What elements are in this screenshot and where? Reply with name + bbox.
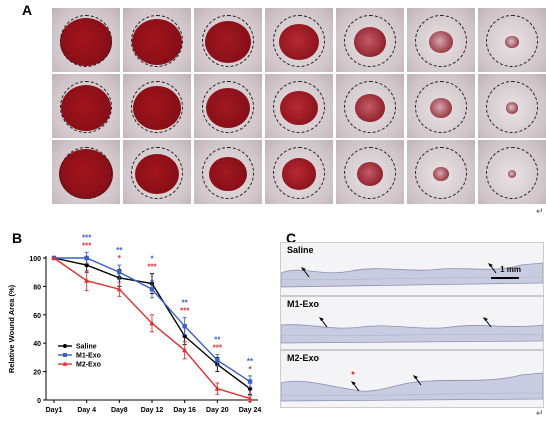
y-tick-label: 20 — [33, 370, 41, 377]
wound-photo — [336, 8, 404, 72]
wound-photo — [123, 8, 191, 72]
panel-b-letter: B — [12, 230, 23, 246]
significance-m2: *** — [82, 241, 92, 250]
x-tick-label: Day 12 — [141, 407, 164, 414]
histology-section-saline: Saline 1 mm — [280, 242, 544, 296]
legend-marker — [63, 353, 67, 357]
legend-label: M2-Exo — [76, 362, 101, 369]
wound-photo — [194, 74, 262, 138]
significance-m1: * — [150, 255, 154, 264]
y-tick-label: 80 — [33, 284, 41, 291]
x-tick-label: Day1 — [46, 407, 63, 414]
histology-label-m2-exo: M2-Exo — [287, 353, 320, 363]
row-label: Saline — [37, 31, 47, 59]
wound-photo — [478, 8, 546, 72]
x-tick-label: Day 24 — [239, 407, 262, 414]
significance-m2: * — [118, 254, 122, 263]
wound-photo — [194, 8, 262, 72]
histology-section-m1-exo: M1-Exo — [280, 296, 544, 350]
data-point — [215, 358, 220, 363]
data-point — [182, 347, 188, 353]
data-point — [116, 286, 122, 292]
significance-m2: * — [248, 365, 252, 374]
wound-photo — [336, 74, 404, 138]
x-tick-label: Day 4 — [77, 407, 96, 414]
y-tick-label: 0 — [37, 398, 41, 405]
wound-photo — [407, 8, 475, 72]
wound-photo — [52, 74, 120, 138]
data-point — [247, 379, 253, 384]
significance-m2: *** — [147, 263, 157, 272]
significance-m1: ** — [214, 336, 221, 345]
panel-c-letter: C — [286, 230, 297, 246]
legend-label: M1-Exo — [76, 353, 101, 360]
tissue-m1-exo-graphic — [281, 317, 543, 344]
data-point — [117, 270, 122, 275]
significance-m1: ** — [247, 357, 254, 366]
legend-marker — [62, 361, 68, 366]
significance-m2: *** — [180, 307, 190, 316]
x-tick-label: Day 16 — [173, 407, 196, 414]
scale-bar-label: 1 mm — [500, 265, 521, 274]
wound-photo — [265, 140, 333, 204]
y-tick-label: 40 — [33, 341, 41, 348]
row-label: M1-Exo — [37, 95, 47, 128]
wound-photo — [265, 74, 333, 138]
return-mark-c: ↵ — [536, 408, 544, 418]
data-point — [182, 323, 187, 329]
significance-m1: ** — [182, 299, 189, 308]
histology-section-m2-exo: M2-Exo — [280, 350, 544, 408]
wound-photo — [265, 8, 333, 72]
wound-photo — [478, 140, 546, 204]
panel-b: B 0 20 40 60 80 100 Relative Wound Area (%) Day… — [0, 228, 270, 420]
legend-marker — [63, 344, 67, 348]
data-point — [214, 385, 220, 391]
legend-label: Saline — [76, 344, 97, 351]
y-tick-label: 100 — [29, 256, 41, 263]
data-point — [51, 255, 57, 260]
data-point — [84, 277, 90, 283]
row-label: M2-Exo — [37, 161, 47, 194]
x-tick-label: Day 20 — [206, 407, 229, 414]
wound-photo — [336, 140, 404, 204]
data-point — [149, 287, 155, 292]
tissue-m2-exo-graphic — [281, 371, 543, 402]
wound-photo — [478, 74, 546, 138]
wound-area-chart: 0 20 40 60 80 100 Relative Wound Area (%) Day1 D… — [7, 233, 262, 414]
panel-c: C Saline 1 mm M1-Exo M2-Exo ↵ — [276, 228, 546, 420]
data-point — [247, 395, 253, 401]
y-tick-label: 60 — [33, 313, 41, 320]
wound-photo — [194, 140, 262, 204]
significance-m1: ** — [116, 246, 123, 255]
histology-label-saline: Saline — [287, 245, 314, 255]
wound-photo — [407, 74, 475, 138]
wound-photo — [407, 140, 475, 204]
y-axis-label: Relative Wound Area (%) — [7, 284, 16, 373]
return-mark: ↵ — [536, 206, 544, 216]
histology-label-m1-exo: M1-Exo — [287, 299, 320, 309]
data-point — [84, 255, 89, 261]
significance-m1: *** — [82, 233, 92, 242]
wound-photo — [123, 140, 191, 204]
wound-photo — [52, 8, 120, 72]
significance-m2: *** — [213, 344, 223, 353]
scale-bar — [491, 277, 519, 279]
data-point — [149, 320, 155, 326]
wound-photo — [123, 74, 191, 138]
x-tick-label: Day8 — [111, 407, 128, 414]
panel-a-letter: A — [22, 2, 33, 18]
wound-photo — [52, 140, 120, 204]
